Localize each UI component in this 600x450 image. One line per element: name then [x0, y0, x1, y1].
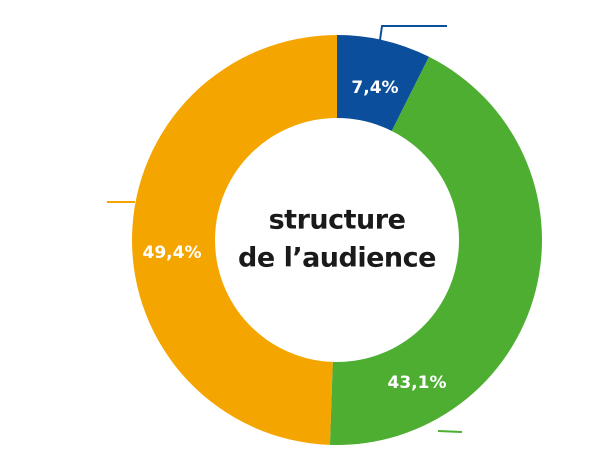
- value-label: 43,1%: [388, 373, 447, 393]
- value-label: 49,4%: [143, 243, 202, 263]
- center-label: de l’audience: [238, 243, 436, 274]
- leader-line: [379, 25, 447, 41]
- leader-line: [437, 430, 463, 433]
- center-label: structure: [269, 205, 406, 236]
- donut-segment: [329, 56, 542, 446]
- donut-segment: [132, 35, 337, 445]
- value-label: 7,4%: [351, 78, 398, 98]
- donut-segment: [337, 35, 430, 131]
- leader-lines: [107, 25, 463, 433]
